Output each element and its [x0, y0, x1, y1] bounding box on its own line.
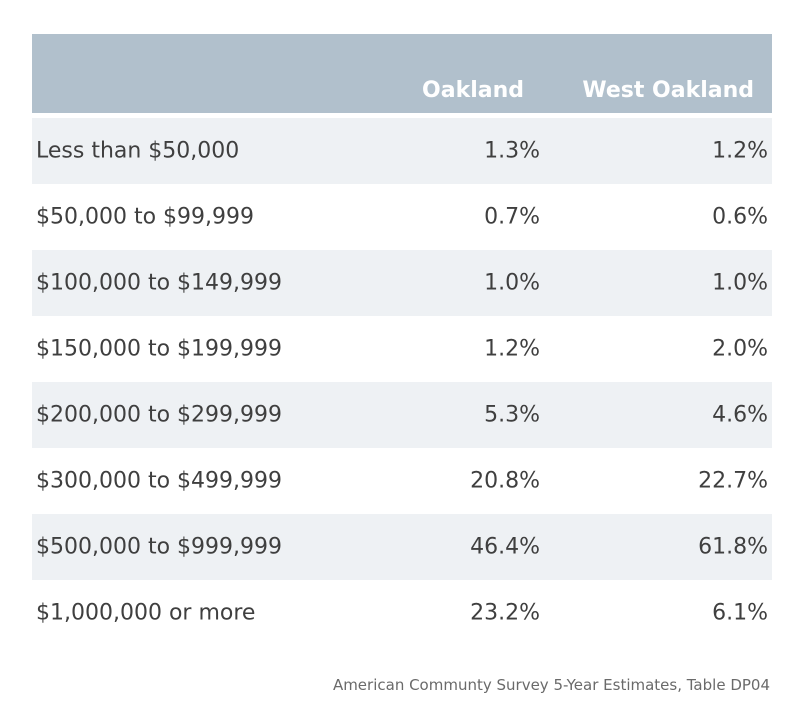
cell-west-oakland: 2.0% [712, 336, 768, 362]
cell-oakland: 1.3% [484, 138, 540, 164]
column-header-west-oakland: West Oakland [582, 78, 754, 103]
row-label: $150,000 to $199,999 [36, 336, 283, 362]
cell-west-oakland: 1.0% [712, 270, 768, 296]
cell-west-oakland: 1.2% [712, 138, 768, 164]
table-row: $100,000 to $149,999 1.0% 1.0% [32, 250, 772, 316]
value-table: Oakland West Oakland Less than $50,000 1.… [32, 34, 772, 646]
row-label: $50,000 to $99,999 [36, 204, 255, 230]
cell-oakland: 20.8% [470, 468, 540, 494]
table-row: $500,000 to $999,999 46.4% 61.8% [32, 514, 772, 580]
table-row: $1,000,000 or more 23.2% 6.1% [32, 580, 772, 646]
cell-west-oakland: 4.6% [712, 402, 768, 428]
table-body: Less than $50,000 1.3% 1.2% $50,000 to $99,… [32, 118, 772, 646]
table-row: $200,000 to $299,999 5.3% 4.6% [32, 382, 772, 448]
cell-oakland: 0.7% [484, 204, 540, 230]
cell-west-oakland: 6.1% [712, 600, 768, 626]
cell-oakland: 46.4% [470, 534, 540, 560]
source-note: American Communty Survey 5-Year Estimate… [332, 676, 770, 694]
cell-west-oakland: 22.7% [698, 468, 768, 494]
table-row: $50,000 to $99,999 0.7% 0.6% [32, 184, 772, 250]
cell-oakland: 1.2% [484, 336, 540, 362]
row-label: $100,000 to $149,999 [36, 270, 283, 296]
cell-oakland: 23.2% [470, 600, 540, 626]
cell-oakland: 1.0% [484, 270, 540, 296]
table-header: Oakland West Oakland [32, 34, 772, 113]
row-label: $1,000,000 or more [36, 600, 256, 626]
cell-west-oakland: 0.6% [712, 204, 768, 230]
row-label: $200,000 to $299,999 [36, 402, 283, 428]
row-label: $300,000 to $499,999 [36, 468, 283, 494]
row-label: Less than $50,000 [36, 138, 240, 164]
cell-oakland: 5.3% [484, 402, 540, 428]
row-label: $500,000 to $999,999 [36, 534, 283, 560]
table-row: $300,000 to $499,999 20.8% 22.7% [32, 448, 772, 514]
table-row: $150,000 to $199,999 1.2% 2.0% [32, 316, 772, 382]
cell-west-oakland: 61.8% [698, 534, 768, 560]
column-header-oakland: Oakland [422, 78, 524, 103]
table-row: Less than $50,000 1.3% 1.2% [32, 118, 772, 184]
